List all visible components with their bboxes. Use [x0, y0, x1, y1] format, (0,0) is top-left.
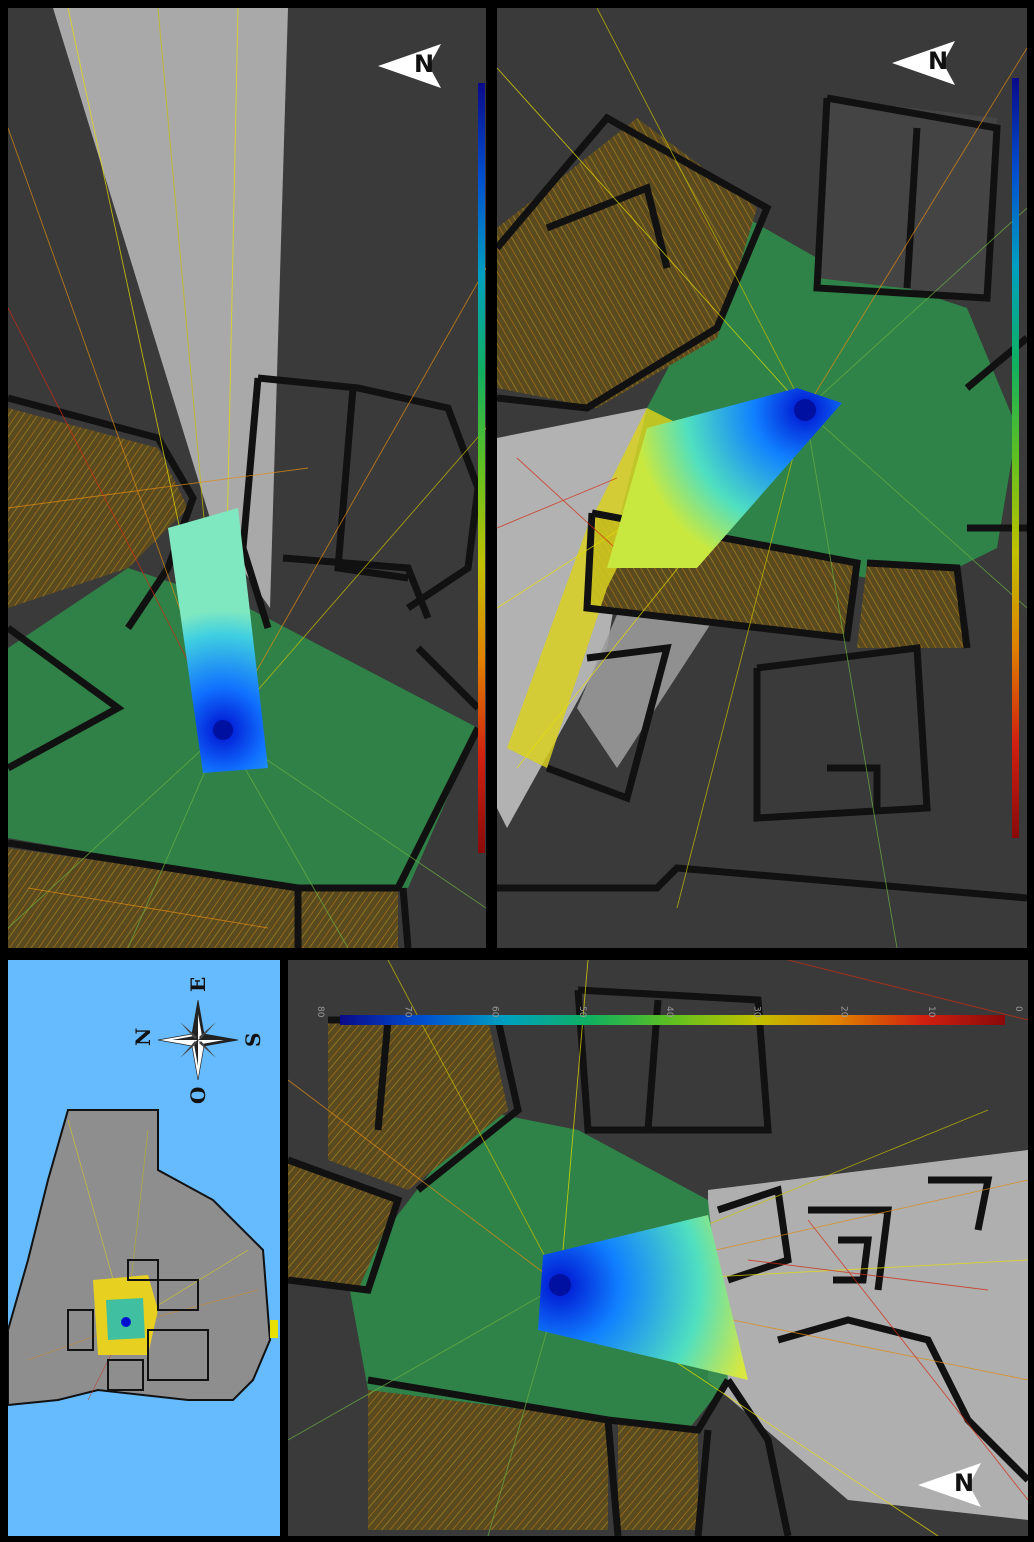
building-block — [298, 888, 398, 948]
colorbar-tick-label: 70 — [402, 1006, 412, 1018]
source-cone — [168, 508, 268, 773]
colorbar-tick-label: 10 — [926, 1006, 936, 1018]
pier — [270, 1320, 278, 1338]
simulation-map-a: N — [8, 8, 486, 948]
north-label: N — [414, 50, 434, 78]
building-block — [368, 1390, 608, 1530]
locator-map-svg: N S E O — [8, 960, 280, 1536]
reflection-beam — [53, 8, 288, 608]
colorbar-tick-label: 80 — [315, 1006, 325, 1018]
north-arrow-icon: N — [892, 41, 955, 85]
building-block — [857, 563, 967, 648]
sound-source-icon — [213, 720, 233, 740]
north-arrow-icon: N — [918, 1463, 981, 1507]
building-block — [328, 1020, 508, 1190]
simulation-panel-a: N — [8, 8, 486, 948]
building-block — [618, 1420, 698, 1530]
colorbar-tick-label: 30 — [751, 1006, 761, 1018]
color-scale-bar — [478, 83, 485, 853]
color-scale-bar: 80 70 60 50 40 30 20 10 0 — [315, 1006, 1023, 1025]
north-label: N — [954, 1469, 974, 1497]
colorbar-tick-label: 0 — [1013, 1006, 1023, 1012]
compass-east: E — [186, 977, 210, 992]
building-walls — [497, 94, 1027, 902]
simulation-panel-c: 80 70 60 50 40 30 20 10 0 N — [288, 960, 1028, 1536]
building-block — [497, 118, 757, 408]
building-walls — [8, 374, 482, 948]
colorbar-tick-label: 20 — [839, 1006, 849, 1018]
color-scale-bar — [1012, 78, 1019, 838]
island-outline — [8, 1109, 272, 1407]
north-label: N — [928, 47, 948, 75]
north-arrow-icon: N — [378, 44, 441, 88]
compass-rose-icon — [157, 999, 239, 1081]
sound-source-icon — [794, 399, 816, 421]
building-block — [8, 848, 298, 948]
compass-north: N — [131, 1028, 155, 1046]
compass-west: O — [186, 1087, 210, 1104]
sound-source-icon — [121, 1317, 131, 1327]
source-cone — [607, 388, 842, 568]
building-block — [817, 98, 997, 298]
simulation-panel-b: N — [497, 8, 1027, 948]
building-walls — [288, 986, 1028, 1536]
sound-source-icon — [549, 1274, 571, 1296]
locator-buildings — [67, 1259, 209, 1391]
compass-south: S — [241, 1033, 265, 1047]
source-cone — [538, 1215, 748, 1380]
colorbar-tick-label: 50 — [577, 1006, 587, 1018]
building-block — [8, 408, 188, 608]
colorbar-tick-label: 60 — [490, 1006, 500, 1018]
simulation-map-c: 80 70 60 50 40 30 20 10 0 N — [288, 960, 1028, 1536]
colorbar-tick-label: 40 — [664, 1006, 674, 1018]
locator-map: N S E O — [8, 960, 280, 1536]
simulation-map-b: N — [497, 8, 1027, 948]
